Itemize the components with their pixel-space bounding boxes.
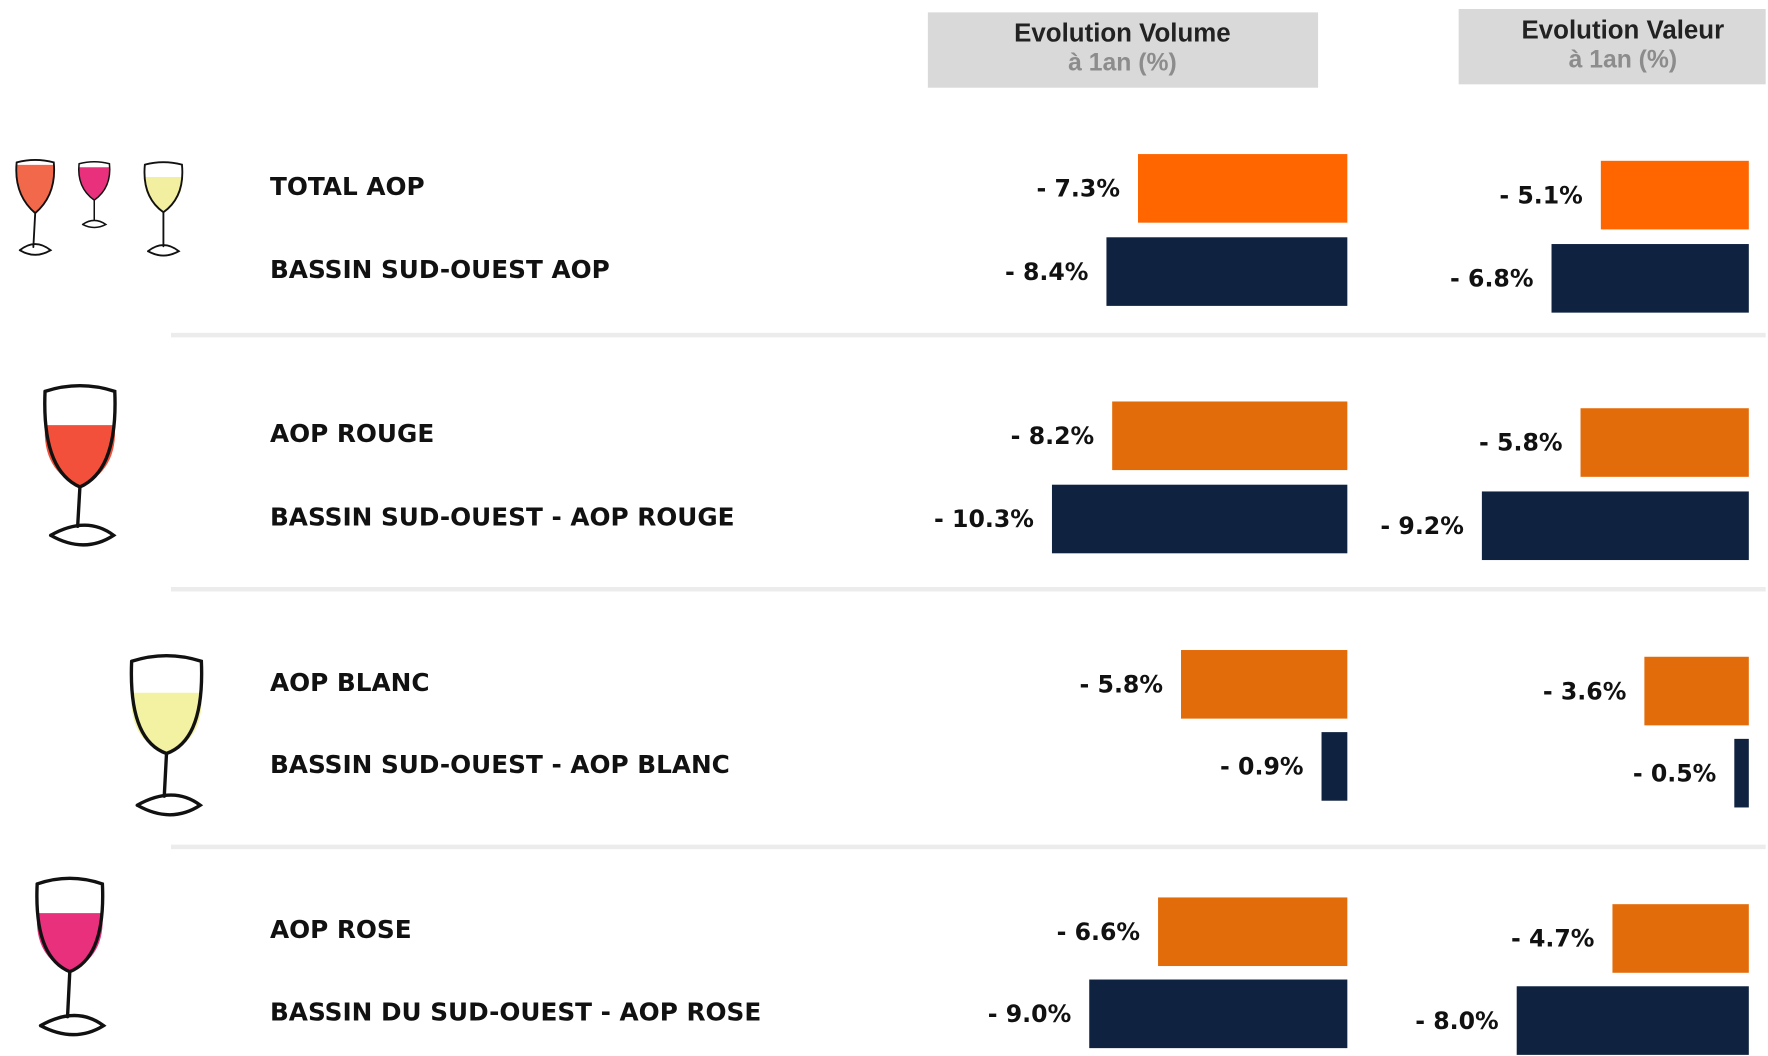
bar — [1644, 656, 1749, 726]
separators — [171, 332, 1766, 850]
value-label: - 9.0% — [988, 1000, 1072, 1028]
row-label: TOTAL AOP — [270, 172, 425, 201]
value-label: - 5.8% — [1080, 671, 1164, 699]
row-label: BASSIN SUD-OUEST - AOP ROUGE — [270, 502, 735, 531]
wine-glass-icons — [15, 158, 204, 1037]
value-label: - 0.9% — [1220, 753, 1304, 781]
chart-title: Evolution Valeur — [1522, 16, 1725, 44]
row-label: BASSIN SUD-OUEST AOP — [270, 255, 610, 284]
value-label: - 8.0% — [1415, 1007, 1498, 1035]
bar — [1580, 408, 1749, 477]
row-label: AOP ROSE — [270, 915, 412, 944]
value-label: - 6.6% — [1057, 918, 1141, 946]
value-label: - 0.5% — [1633, 759, 1717, 787]
bar — [1734, 738, 1749, 808]
header-box — [927, 12, 1319, 88]
row-label: BASSIN SUD-OUEST - AOP BLANC — [270, 750, 730, 779]
value-label: - 6.8% — [1450, 265, 1534, 293]
bar — [1516, 986, 1749, 1055]
bar — [1089, 979, 1348, 1049]
bar — [1612, 904, 1749, 973]
value-label: - 5.1% — [1499, 181, 1582, 209]
bar — [1158, 897, 1348, 967]
bar — [1112, 401, 1348, 471]
bar — [1321, 732, 1348, 801]
header-box — [1458, 8, 1766, 85]
value-label: - 4.7% — [1511, 925, 1595, 953]
chart-title: Evolution Volume — [1014, 20, 1230, 48]
value-label: - 8.2% — [1011, 422, 1095, 450]
value-label: - 8.4% — [1005, 258, 1088, 286]
value-label: - 5.8% — [1479, 429, 1563, 457]
chart-subtitle: à 1an (%) — [1068, 50, 1177, 77]
chart-subtitle: à 1an (%) — [1569, 46, 1678, 73]
bar — [1051, 484, 1348, 554]
value-label: - 3.6% — [1543, 677, 1626, 705]
row-label: AOP ROUGE — [270, 419, 434, 448]
bar — [1600, 160, 1749, 230]
row-label: AOP BLANC — [270, 668, 430, 697]
bar — [1551, 244, 1749, 313]
bar — [1181, 650, 1348, 719]
bar — [1106, 237, 1348, 306]
value-label: - 10.3% — [934, 505, 1034, 533]
value-label: - 7.3% — [1036, 175, 1120, 203]
value-label: - 9.2% — [1380, 512, 1463, 540]
row-label: BASSIN DU SUD-OUEST - AOP ROSE — [270, 997, 761, 1026]
bar — [1137, 154, 1348, 223]
bar — [1481, 491, 1749, 561]
